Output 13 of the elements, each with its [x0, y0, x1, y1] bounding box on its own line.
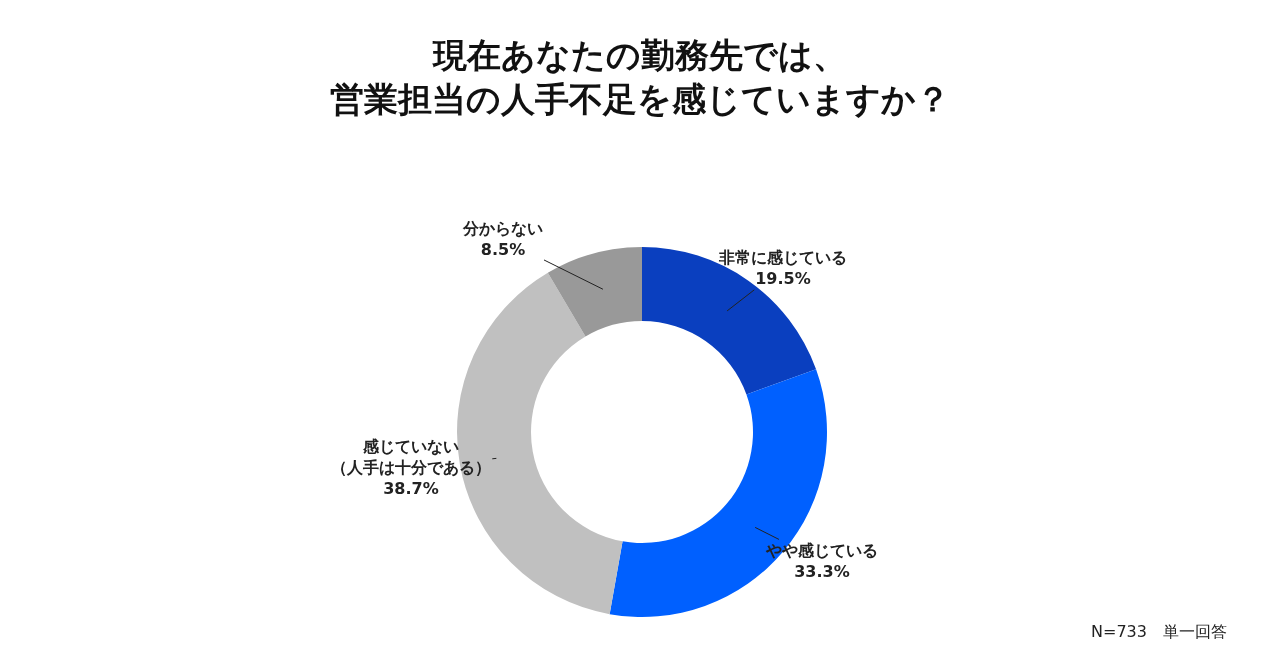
text: N=733 単一回答: [1091, 622, 1227, 641]
slice-label: 非常に感じている: [718, 248, 847, 267]
slice-label: 分からない: [462, 219, 543, 238]
donut-slice: [642, 247, 817, 395]
slice-label: 感じていない（人手は十分である）: [331, 437, 491, 477]
data-label: 19.5%: [755, 268, 811, 288]
data-label: 38.7%: [383, 478, 439, 498]
slice-label: やや感じている: [765, 541, 878, 560]
donut-slice: [457, 272, 623, 615]
data-label: 33.3%: [794, 561, 850, 581]
chart-title: 現在あなたの勤務先では、営業担当の人手不足を感じていますか？: [330, 35, 950, 120]
donut-slice: [547, 247, 642, 337]
data-label: 8.5%: [480, 239, 526, 259]
